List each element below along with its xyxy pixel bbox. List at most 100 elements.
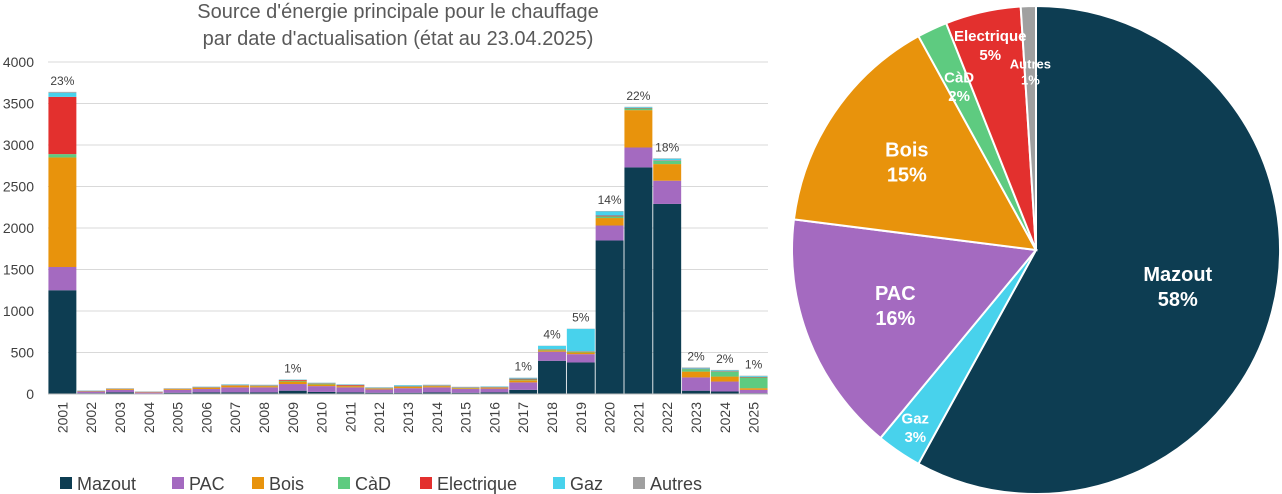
percent-label-2018: 4%: [543, 328, 561, 342]
bar-2018-mazout: [538, 360, 566, 394]
bar-2001-electrique: [48, 96, 77, 155]
x-tick-label: 2014: [429, 402, 445, 433]
legend-swatch: [553, 477, 565, 489]
bar-2012-pac: [365, 389, 394, 393]
bar-2024-pac: [710, 381, 739, 392]
legend-item-autres: Autres: [633, 474, 702, 494]
bar-2005-bois: [163, 389, 192, 390]
x-tick-label: 2010: [314, 402, 330, 433]
bar-stack-2017: [509, 377, 538, 394]
bar-2023-cad: [682, 369, 710, 372]
bar-stack-2012: [365, 387, 394, 394]
pie-slice-bois: [792, 34, 1038, 252]
chart-subtitle: par date d'actualisation (état au 23.04.…: [203, 28, 594, 50]
bar-2006-pac: [192, 389, 221, 393]
bar-stack-2014: [422, 384, 451, 394]
bar-2022-mazout: [653, 203, 682, 394]
bar-2023-gaz: [682, 367, 710, 369]
bar-2017-gaz: [509, 377, 538, 379]
bar-2006-bois: [192, 387, 221, 390]
pie-label-name: Electrique: [954, 28, 1027, 45]
bar-stack-2015: [451, 386, 480, 394]
pie-label-name: PAC: [875, 283, 916, 305]
y-tick-label: 2500: [3, 179, 34, 195]
bar-2009-pac: [278, 384, 307, 391]
bar-stack-2023: [682, 367, 710, 394]
bar-2010-mazout: [307, 391, 336, 394]
bar-2017-pac: [509, 382, 538, 390]
bar-2013-mazout: [394, 392, 422, 394]
percent-label-2021: 22%: [626, 89, 650, 103]
bar-2015-mazout: [451, 392, 480, 394]
bar-2003-pac: [106, 389, 134, 393]
bar-2008-pac: [250, 387, 278, 393]
bar-2020-cad: [595, 216, 624, 219]
bar-2001-mazout: [48, 290, 77, 394]
bar-stack-2021: [624, 106, 653, 394]
bar-2025-pac: [739, 389, 768, 394]
bar-2023-pac: [682, 377, 710, 391]
pie-label-value: 15%: [887, 165, 927, 187]
bar-2022-cad: [653, 160, 682, 165]
legend-swatch: [60, 477, 72, 489]
bar-2019-bois: [566, 352, 595, 355]
x-tick-label: 2006: [198, 402, 214, 433]
bar-2023-mazout: [682, 390, 710, 394]
bar-2002-pac: [77, 391, 106, 394]
bar-2019-cad: [566, 351, 595, 353]
percent-label-2025: 1%: [745, 358, 763, 372]
bar-2024-bois: [710, 376, 739, 382]
bar-stack-2005: [163, 388, 192, 394]
legend-label: Mazout: [77, 474, 136, 494]
bar-2011-bois: [336, 386, 365, 388]
bar-2010-bois: [307, 384, 336, 387]
percent-label-2020: 14%: [598, 193, 622, 207]
bar-2017-mazout: [509, 389, 538, 394]
y-tick-label: 500: [11, 345, 35, 361]
x-tick-label: 2009: [285, 402, 301, 433]
bar-2016-mazout: [480, 392, 509, 394]
bar-2020-electrique: [595, 215, 624, 217]
bar-2021-cad: [624, 108, 653, 111]
bar-stack-2011: [336, 384, 365, 394]
bar-2014-pac: [422, 387, 451, 393]
legend-label: CàD: [355, 474, 391, 494]
bar-2014-bois: [422, 386, 451, 388]
bar-2013-pac: [394, 388, 422, 393]
pie-label-name: CàD: [944, 69, 974, 86]
bar-stack-2006: [192, 386, 221, 394]
bar-2013-gaz: [394, 385, 422, 387]
x-tick-label: 2003: [112, 402, 128, 433]
bar-2009-bois: [278, 381, 307, 385]
legend-label: Autres: [650, 474, 702, 494]
bar-stack-2019: [566, 328, 595, 394]
bar-2006-mazout: [192, 392, 221, 394]
pie-labels: Mazout 58% Gaz 3% PAC 16% Bois 15% CàD 2% Electriq…: [875, 28, 1213, 446]
bar-2016-bois: [480, 387, 509, 389]
bar-stack-2001: [48, 91, 77, 394]
legend-swatch: [338, 477, 350, 489]
bar-2020-pac: [595, 225, 624, 241]
legend: Mazout PAC Bois CàD Electrique Gaz Autres: [60, 474, 702, 494]
x-tick-label: 2011: [342, 402, 358, 432]
x-tick-label: 2021: [630, 402, 646, 433]
bar-2024-mazout: [710, 391, 739, 394]
percent-labels: 23% 1% 1% 4% 5% 14% 22% 18% 2% 2% 1%: [50, 74, 762, 376]
bar-2001-cad: [48, 154, 77, 158]
bar-2019-gaz: [566, 328, 595, 352]
pie-label-value: 16%: [875, 308, 915, 330]
chart-title: Source d'énergie principale pour le chau…: [197, 1, 599, 23]
x-tick-label: 2002: [83, 402, 99, 433]
legend-label: Gaz: [570, 474, 603, 494]
bar-stack-2009: [278, 379, 307, 394]
bar-2018-bois: [538, 350, 566, 352]
bar-2015-pac: [451, 389, 480, 393]
bar-2008-bois: [250, 386, 278, 388]
bar-2013-bois: [394, 386, 422, 389]
bar-stack-2022: [653, 158, 682, 394]
legend-label: Bois: [269, 474, 304, 494]
y-axis-ticks: 0 500 1000 1500 2000 2500 3000 3500 4000: [3, 54, 34, 402]
legend-swatch: [633, 477, 645, 489]
x-tick-label: 2018: [544, 402, 560, 433]
x-tick-label: 2007: [227, 402, 243, 433]
